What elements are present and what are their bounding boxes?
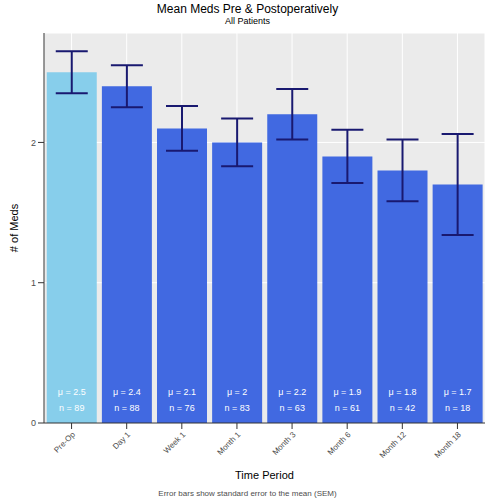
svg-text:n = 42: n = 42 <box>390 403 415 413</box>
svg-text:Time Period: Time Period <box>235 469 294 481</box>
svg-text:Month 6: Month 6 <box>326 430 353 457</box>
svg-text:n = 88: n = 88 <box>114 403 139 413</box>
svg-text:Month 1: Month 1 <box>216 430 243 457</box>
svg-text:μ = 2.4: μ = 2.4 <box>113 387 141 397</box>
svg-text:n = 61: n = 61 <box>335 403 360 413</box>
svg-text:2: 2 <box>31 138 36 148</box>
svg-text:n = 76: n = 76 <box>169 403 194 413</box>
svg-text:# of Meds: # of Meds <box>8 203 20 252</box>
svg-text:0: 0 <box>31 418 36 428</box>
svg-text:n = 18: n = 18 <box>445 403 470 413</box>
svg-text:μ = 1.9: μ = 1.9 <box>333 387 361 397</box>
svg-text:Month 12: Month 12 <box>378 430 408 460</box>
svg-text:Month 3: Month 3 <box>271 430 298 457</box>
html-text:Error bars show standard error: Error bars show standard error to the me… <box>158 489 337 498</box>
svg-text:n = 89: n = 89 <box>59 403 84 413</box>
svg-text:n = 63: n = 63 <box>280 403 305 413</box>
svg-text:Month 18: Month 18 <box>433 430 463 460</box>
svg-text:μ = 2.2: μ = 2.2 <box>278 387 306 397</box>
svg-text:μ = 1.8: μ = 1.8 <box>389 387 417 397</box>
svg-text:μ = 2.1: μ = 2.1 <box>168 387 196 397</box>
html-text:All Patients: All Patients <box>225 16 270 26</box>
svg-text:Week 1: Week 1 <box>162 430 188 456</box>
svg-text:μ = 2: μ = 2 <box>227 387 247 397</box>
svg-text:μ = 1.7: μ = 1.7 <box>444 387 472 397</box>
svg-text:Day 1: Day 1 <box>111 430 133 452</box>
svg-text:n = 83: n = 83 <box>224 403 249 413</box>
svg-text:μ = 2.5: μ = 2.5 <box>58 387 86 397</box>
svg-text:1: 1 <box>31 278 36 288</box>
svg-text:Pre-Op: Pre-Op <box>52 430 77 455</box>
html-text:Mean Meds Pre & Postoperativel: Mean Meds Pre & Postoperatively <box>156 2 339 16</box>
